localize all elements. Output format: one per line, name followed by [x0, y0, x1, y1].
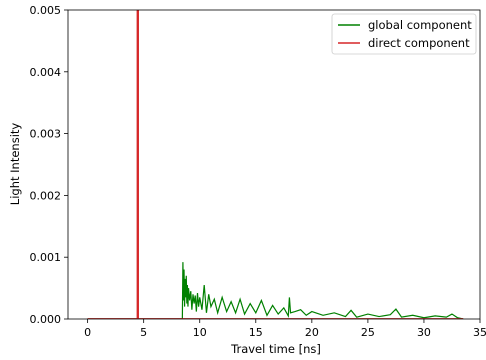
y-tick-label: 0.004: [30, 66, 62, 79]
plot-frame: [67, 9, 481, 320]
series-line-global-component: [87, 262, 464, 319]
legend-label: direct component: [368, 36, 470, 50]
legend: global component direct component: [331, 13, 477, 55]
x-axis: 0 5 10 15 20 25 30 35: [84, 319, 486, 339]
x-tick-label: 20: [305, 326, 319, 339]
x-tick-label: 30: [417, 326, 431, 339]
x-tick-label: 5: [140, 326, 147, 339]
x-tick-label: 15: [249, 326, 263, 339]
legend-label: global component: [368, 18, 472, 32]
legend-box: [331, 13, 477, 55]
x-tick-label: 10: [193, 326, 207, 339]
x-tick-label: 0: [84, 326, 91, 339]
y-tick-label: 0.002: [30, 189, 62, 202]
y-tick-label: 0.003: [30, 128, 62, 141]
y-tick-label: 0.005: [30, 4, 62, 17]
y-axis: 0.000 0.001 0.002 0.003 0.004 0.005: [30, 4, 68, 326]
series-layer: [87, 10, 464, 319]
y-tick-label: 0.001: [30, 251, 62, 264]
x-tick-label: 25: [361, 326, 375, 339]
y-axis-label: Light Intensity: [8, 123, 22, 206]
x-tick-label: 35: [473, 326, 486, 339]
y-tick-label: 0.000: [30, 313, 62, 326]
x-axis-label: Travel time [ns]: [230, 342, 321, 356]
